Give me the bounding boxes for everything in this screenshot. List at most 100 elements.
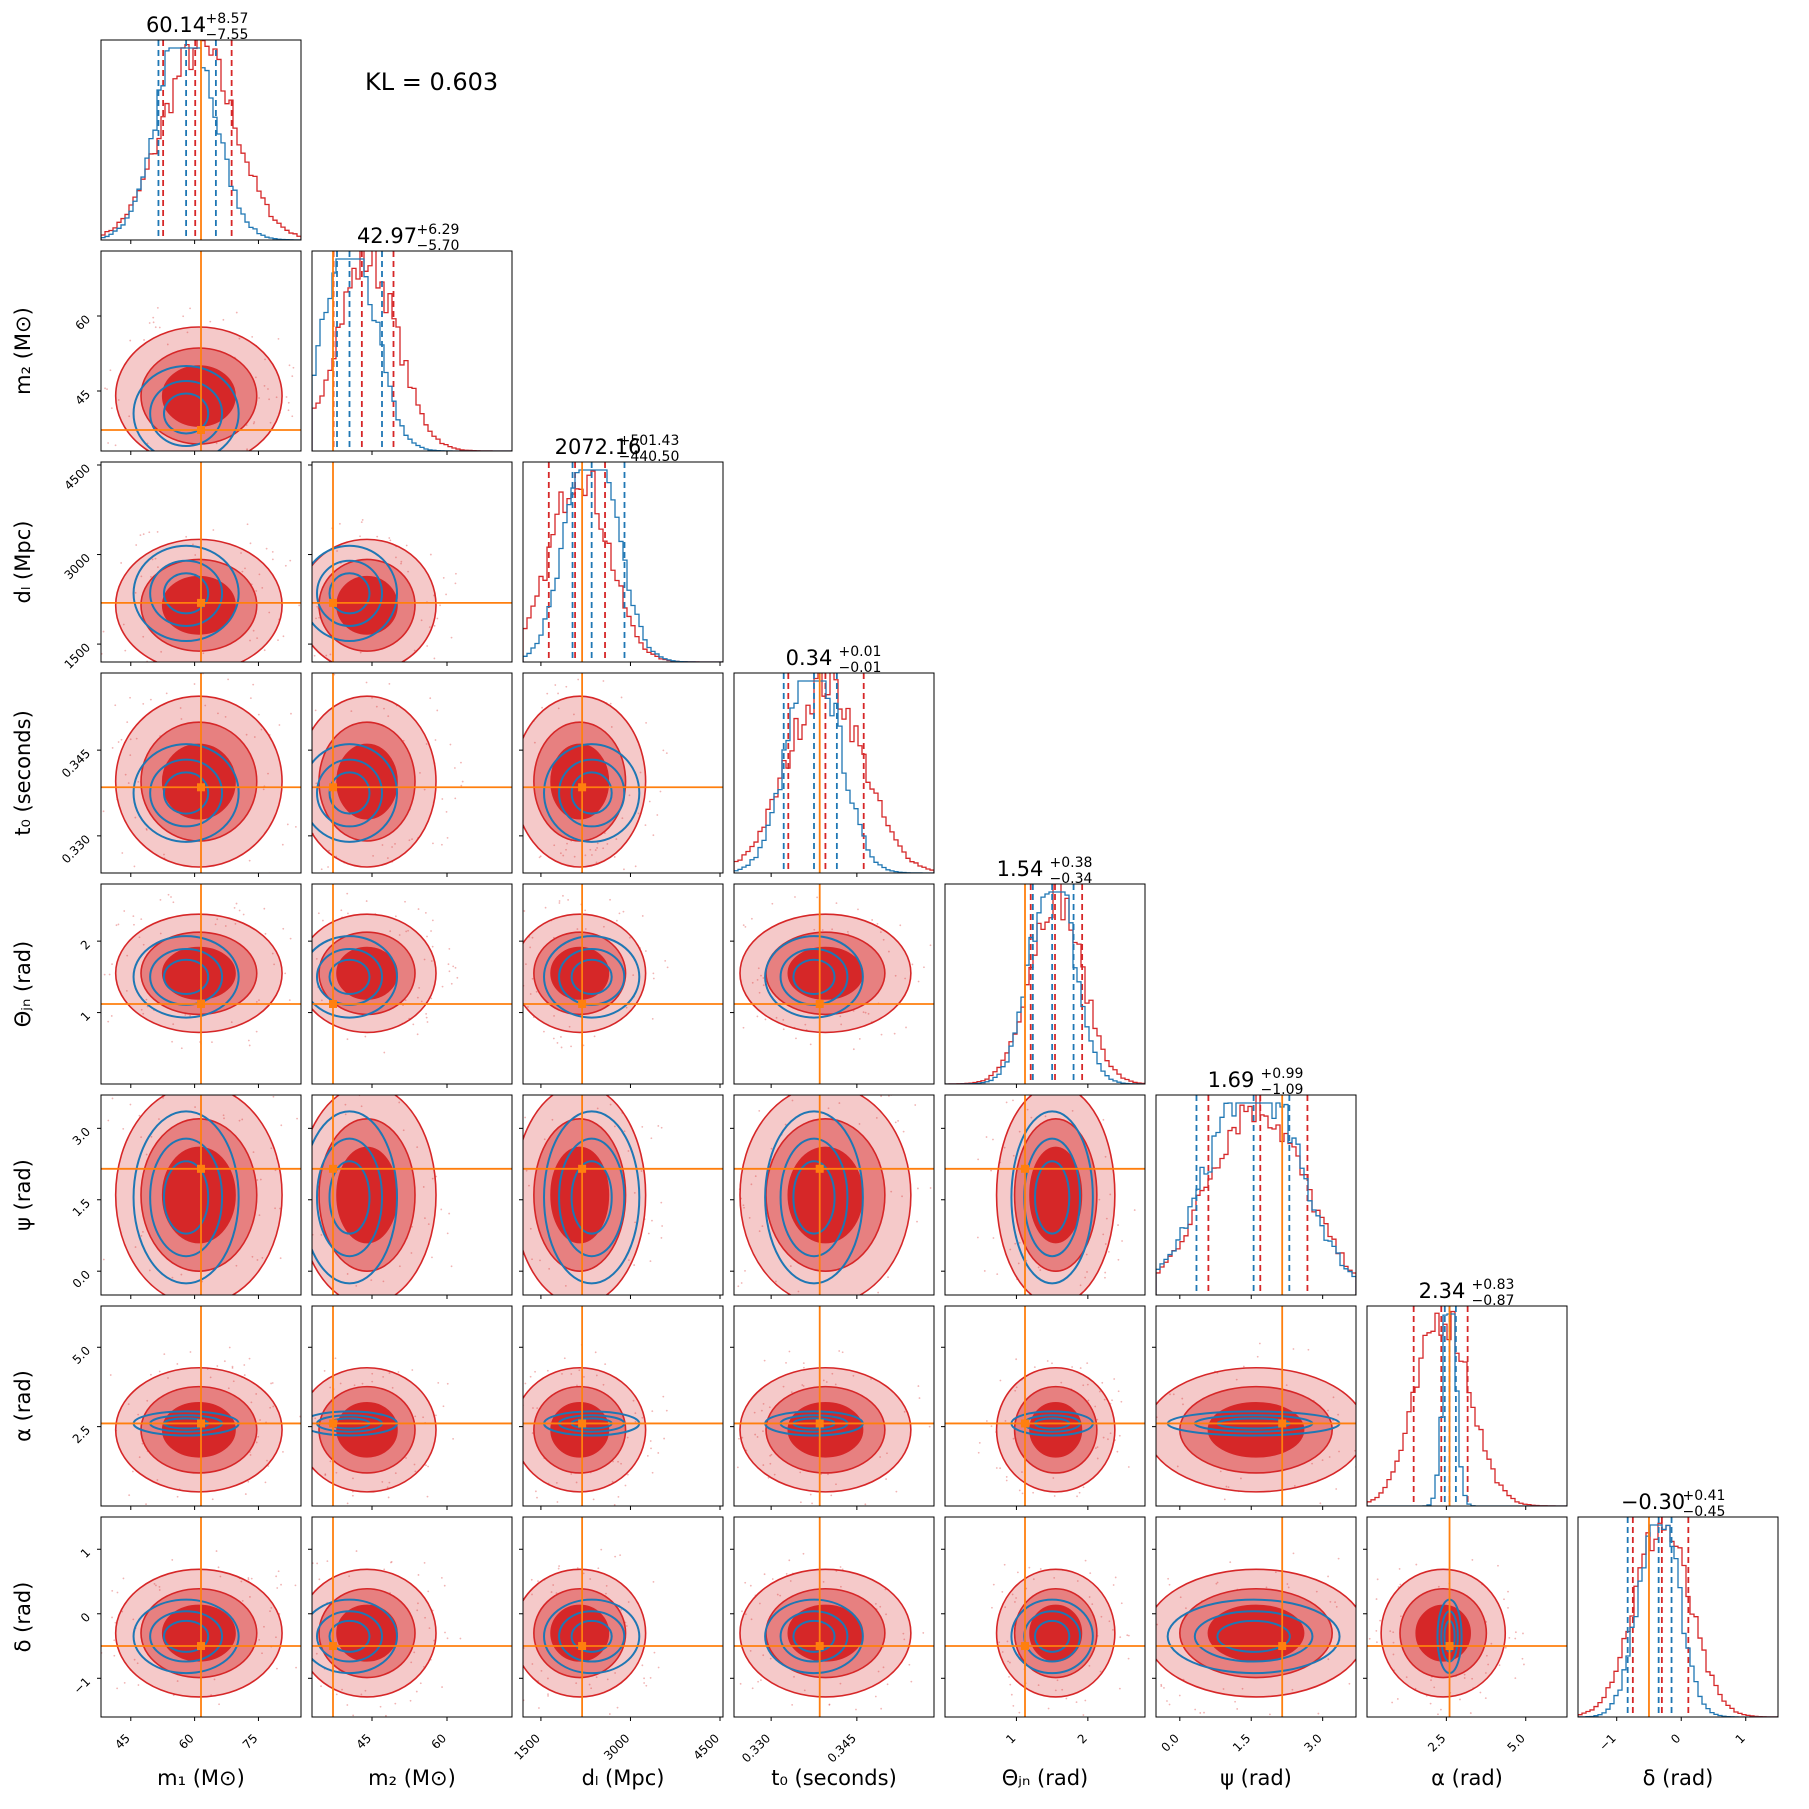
sample-point: [1102, 1118, 1105, 1121]
scatter-panel-thetajn-vs-m2: [312, 884, 512, 1084]
sample-point: [292, 1476, 294, 1478]
sample-point: [94, 731, 96, 733]
sample-point: [1255, 1720, 1257, 1722]
sample-point: [1084, 1559, 1087, 1562]
sample-point: [152, 316, 155, 319]
sample-point: [89, 1660, 91, 1662]
y-tick-label-alpha: 2.5: [70, 1423, 93, 1446]
panel-frame: [1366, 1516, 1568, 1718]
sample-point: [499, 986, 501, 988]
sample-point: [249, 1596, 251, 1598]
sample-point: [376, 535, 379, 538]
contour-blue-1: [132, 365, 240, 451]
truth-marker: [197, 783, 205, 792]
sample-point: [141, 452, 143, 454]
contour-blue-2: [149, 1610, 224, 1663]
sample-point: [756, 1436, 759, 1438]
panel-frame: [100, 883, 302, 1085]
sample-point: [280, 1124, 283, 1127]
sample-point: [1329, 1600, 1332, 1603]
sample-point: [1089, 1572, 1092, 1575]
sample-point: [245, 733, 248, 736]
sample-point: [114, 704, 117, 707]
sample-point: [107, 1119, 110, 1122]
sample-point: [388, 537, 391, 539]
sample-point: [602, 680, 605, 682]
sample-point: [1498, 1664, 1501, 1667]
sample-point: [128, 415, 131, 418]
sample-point: [238, 1119, 241, 1122]
scatter-panel-thetajn-vs-m1: [101, 884, 301, 1084]
sample-point: [445, 593, 447, 596]
y-tick-label-delta: 1: [78, 1545, 93, 1560]
sample-point: [1026, 1088, 1028, 1090]
sample-point: [289, 559, 292, 562]
contour-blue-3: [792, 1619, 836, 1653]
sample-point: [830, 1494, 833, 1497]
contour-blue-1: [132, 935, 240, 1019]
sample-point: [764, 1078, 766, 1080]
sample-point: [527, 1090, 529, 1092]
sample-point: [176, 1363, 179, 1365]
sample-point: [651, 1410, 654, 1413]
sample-point: [1368, 1637, 1371, 1640]
sample-point: [1378, 1458, 1380, 1460]
sample-point: [874, 1695, 877, 1698]
sample-point: [651, 1219, 653, 1222]
sample-point: [382, 1280, 385, 1283]
sample-point: [562, 854, 565, 857]
sample-point: [560, 1036, 562, 1038]
sample-point: [87, 627, 89, 629]
sample-point: [1010, 1092, 1012, 1094]
scatter-panel-alpha-vs-m2: [292, 1306, 512, 1506]
sample-point: [632, 974, 635, 977]
y-tick-label-psi: 1.5: [70, 1196, 93, 1219]
sample-point: [551, 1118, 554, 1121]
contour-blue-2: [316, 1610, 383, 1663]
contour-blue-3: [792, 1160, 836, 1235]
sample-point: [768, 1406, 771, 1409]
sample-point: [525, 1169, 528, 1172]
sample-point: [296, 1117, 298, 1120]
sample-point: [633, 1191, 636, 1194]
sample-point: [423, 1665, 425, 1668]
sample-point: [613, 1125, 616, 1128]
sample-point: [440, 1577, 443, 1579]
sample-point: [736, 1466, 739, 1469]
sample-point: [129, 738, 132, 741]
sample-point: [846, 930, 849, 933]
truth-marker: [1021, 1164, 1029, 1173]
sample-point: [876, 922, 879, 925]
sample-point: [1037, 1684, 1040, 1687]
panel-frame: [100, 461, 302, 663]
sample-point: [295, 1666, 297, 1669]
sample-point: [1327, 1409, 1329, 1412]
sample-point: [741, 1610, 743, 1613]
sample-point: [1140, 1657, 1142, 1659]
sample-point: [1012, 1154, 1015, 1157]
sample-point: [234, 922, 237, 925]
sample-point: [496, 981, 498, 983]
sample-point: [517, 1087, 519, 1089]
sample-point: [126, 954, 129, 957]
sample-point: [346, 1502, 349, 1505]
sample-point: [1267, 1508, 1269, 1510]
sample-point: [102, 630, 105, 633]
sample-point: [529, 1375, 532, 1378]
sample-point: [444, 1631, 446, 1634]
sample-point: [771, 1578, 774, 1580]
sample-point: [288, 999, 291, 1001]
sample-point: [140, 1136, 143, 1138]
sample-point: [235, 1264, 238, 1267]
sample-point: [450, 1265, 453, 1268]
sample-point: [454, 582, 457, 585]
sample-point: [1459, 1698, 1461, 1701]
sample-point: [160, 650, 163, 653]
sample-point: [1071, 1109, 1074, 1112]
sample-point: [1471, 1677, 1474, 1680]
sample-point: [553, 1299, 555, 1301]
sample-point: [1039, 1568, 1042, 1570]
sample-point: [552, 1584, 555, 1586]
sample-point: [1003, 1563, 1006, 1566]
sample-point: [1098, 1198, 1101, 1201]
